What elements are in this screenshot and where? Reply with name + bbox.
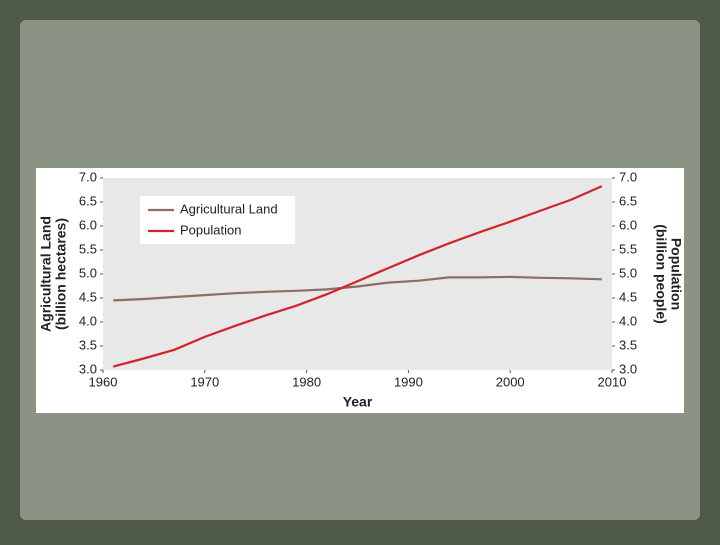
y-tick-label: 4.0 [79,313,97,328]
x-tick-label: 2000 [496,374,525,389]
y2-tick-label: 6.5 [619,193,637,208]
chart: 3.0 3.5 4.0 4.5 5.0 5.5 6.0 6.5 7.0 3.0 3.5 4.0 4.5 5… [38,169,685,409]
x-tick-label: 1980 [292,374,321,389]
y-tick-label: 6.0 [79,217,97,232]
y-tick-label: 7.0 [79,169,97,184]
y-axis-title: Agricultural Land [38,216,54,332]
y2-tick-label: 3.0 [619,361,637,376]
y-tick-label: 5.0 [79,265,97,280]
series-line [112,185,603,368]
x-tick-label: 2010 [598,374,627,389]
y2-tick-label: 5.5 [619,241,637,256]
x-tick-label: 1990 [394,374,423,389]
y2-tick-label: 7.0 [619,169,637,184]
x-axis-title: Year [343,394,373,410]
y-tick-label: 4.5 [79,289,97,304]
legend-label: Population [180,222,241,237]
legend-box [140,196,295,244]
y-axis-title: (billion hectares) [53,218,69,330]
y2-tick-label: 4.5 [619,289,637,304]
y-tick-label: 5.5 [79,241,97,256]
y2-axis-title: Population [668,238,684,310]
y-tick-label: 3.5 [79,337,97,352]
x-tick-label: 1960 [89,374,118,389]
y-tick-label: 3.0 [79,361,97,376]
y2-axis-title: (billion people) [653,224,669,324]
x-tick-label: 1970 [190,374,219,389]
y2-tick-label: 4.0 [619,313,637,328]
y2-tick-label: 3.5 [619,337,637,352]
y2-tick-label: 5.0 [619,265,637,280]
legend-label: Agricultural Land [180,201,278,216]
y2-tick-label: 6.0 [619,217,637,232]
series-line [113,275,602,302]
y-tick-label: 6.5 [79,193,97,208]
